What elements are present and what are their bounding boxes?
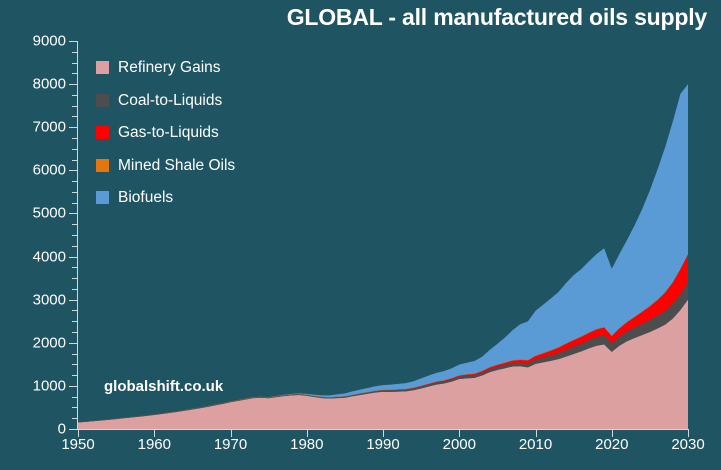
y-tick-minor bbox=[72, 116, 77, 118]
x-tick bbox=[459, 430, 461, 437]
x-axis-label: 2030 bbox=[671, 436, 705, 453]
y-tick-minor bbox=[72, 62, 77, 64]
x-axis-line bbox=[78, 429, 689, 430]
y-axis-label: 0 bbox=[57, 420, 66, 438]
x-tick bbox=[78, 430, 79, 437]
y-tick-minor bbox=[72, 181, 77, 183]
x-axis-label: 2000 bbox=[442, 436, 476, 453]
legend-item-coal-to-liquids[interactable]: Coal-to-Liquids bbox=[96, 91, 235, 109]
chart-legend: Refinery Gains Coal-to-Liquids Gas-to-Liqu… bbox=[96, 60, 235, 206]
legend-swatch-icon bbox=[96, 93, 109, 107]
y-tick-minor bbox=[72, 278, 77, 280]
stacked-area-svg bbox=[78, 84, 688, 429]
y-tick-minor bbox=[72, 364, 77, 366]
y-tick-minor bbox=[72, 138, 77, 139]
y-tick-minor bbox=[72, 202, 77, 204]
legend-label: Coal-to-Liquids bbox=[118, 91, 223, 109]
y-axis-label: 3000 bbox=[32, 291, 66, 309]
x-tick bbox=[230, 430, 232, 437]
y-axis-label: 4000 bbox=[32, 248, 66, 266]
y-tick-major bbox=[69, 385, 77, 387]
legend-item-mined-shale-oils[interactable]: Mined Shale Oils bbox=[96, 156, 236, 174]
y-tick-minor bbox=[72, 375, 77, 377]
legend-item-biofuels[interactable]: Biofuels bbox=[96, 190, 235, 206]
legend-swatch-icon bbox=[96, 61, 109, 75]
y-tick-major bbox=[69, 127, 77, 129]
area-series-biofuels bbox=[78, 84, 688, 423]
x-tick bbox=[306, 430, 308, 437]
watermark: globalshift.co.uk bbox=[104, 378, 224, 395]
legend-swatch-icon bbox=[96, 126, 109, 140]
legend-swatch-icon bbox=[96, 158, 109, 172]
x-axis-label: 2010 bbox=[518, 436, 553, 453]
area-series-coal-to-liquids bbox=[78, 282, 688, 423]
y-tick-major bbox=[69, 84, 77, 86]
x-tick bbox=[383, 430, 384, 437]
chart-title: GLOBAL - all manufactured oils supply bbox=[286, 4, 707, 30]
y-tick-minor bbox=[72, 396, 77, 398]
x-axis-label: 1990 bbox=[366, 436, 400, 453]
y-axis-label: 2000 bbox=[32, 334, 66, 352]
y-tick-minor bbox=[72, 321, 77, 323]
y-tick-minor bbox=[72, 73, 77, 75]
y-tick-minor bbox=[72, 288, 77, 290]
y-tick-minor bbox=[72, 235, 77, 236]
y-tick-major bbox=[69, 342, 77, 344]
legend-label: Refinery Gains bbox=[118, 59, 221, 76]
x-tick bbox=[535, 430, 537, 437]
y-tick-minor bbox=[72, 245, 77, 247]
x-tick bbox=[611, 430, 613, 437]
legend-label: Biofuels bbox=[118, 189, 174, 206]
y-axis-line bbox=[77, 41, 78, 430]
legend-item-refinery-gains[interactable]: Refinery Gains bbox=[96, 60, 235, 76]
area-series-refinery-gains bbox=[78, 299, 688, 429]
x-axis-label: 1970 bbox=[213, 436, 248, 453]
y-tick-major bbox=[69, 429, 77, 430]
y-tick-minor bbox=[72, 191, 77, 193]
y-tick-minor bbox=[72, 310, 77, 312]
y-tick-minor bbox=[72, 94, 77, 96]
y-axis-label: 8000 bbox=[32, 75, 66, 93]
x-tick bbox=[688, 430, 689, 437]
legend-label: Gas-to-Liquids bbox=[118, 124, 219, 141]
plot-area bbox=[78, 41, 688, 429]
y-axis-label: 7000 bbox=[32, 118, 66, 136]
y-tick-major bbox=[69, 256, 77, 258]
y-tick-minor bbox=[72, 418, 77, 420]
x-tick bbox=[154, 430, 156, 437]
y-tick-minor bbox=[72, 332, 77, 333]
y-tick-minor bbox=[72, 407, 77, 409]
x-axis-label: 1960 bbox=[137, 436, 171, 453]
y-axis-label: 9000 bbox=[32, 32, 66, 50]
x-axis-label: 1980 bbox=[290, 436, 324, 453]
legend-item-gas-to-liquids[interactable]: Gas-to-Liquids bbox=[96, 125, 235, 141]
y-tick-major bbox=[69, 170, 77, 172]
y-tick-minor bbox=[72, 148, 77, 150]
y-tick-major bbox=[69, 213, 77, 215]
y-tick-minor bbox=[72, 353, 77, 355]
legend-label: Mined Shale Oils bbox=[118, 156, 236, 174]
y-tick-minor bbox=[72, 224, 77, 226]
y-tick-minor bbox=[72, 159, 77, 161]
x-axis-label: 1950 bbox=[61, 436, 95, 453]
y-axis-label: 6000 bbox=[32, 161, 66, 179]
y-tick-major bbox=[69, 41, 77, 42]
y-tick-major bbox=[69, 299, 77, 301]
y-axis-label: 5000 bbox=[32, 204, 66, 222]
y-axis-label: 1000 bbox=[32, 377, 66, 395]
y-tick-minor bbox=[72, 267, 77, 269]
y-tick-minor bbox=[72, 105, 77, 107]
x-axis-label: 2020 bbox=[595, 436, 629, 453]
y-tick-minor bbox=[72, 51, 77, 53]
legend-swatch-icon bbox=[96, 191, 109, 205]
